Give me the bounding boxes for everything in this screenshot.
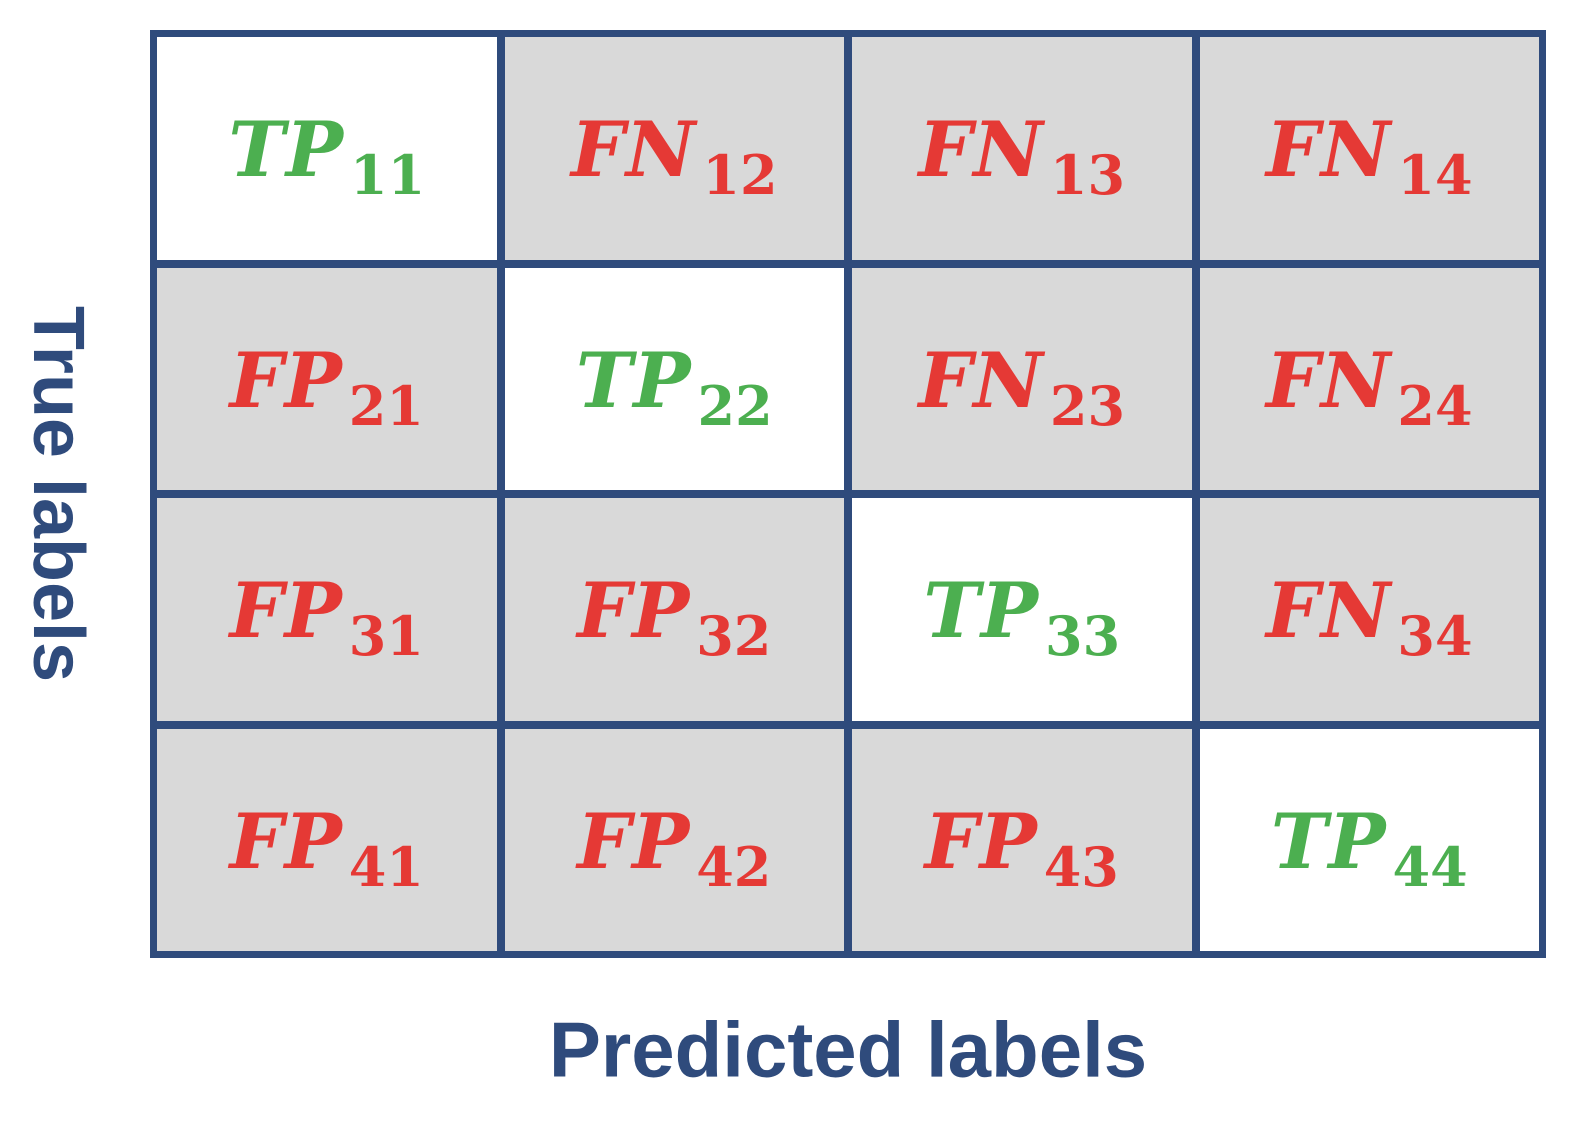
matrix-cell-3-1: FP 31 <box>157 498 497 721</box>
cell-term: FP <box>229 796 343 886</box>
matrix-cell-2-4: FN 24 <box>1199 267 1539 490</box>
cell-term: FN <box>918 335 1044 425</box>
cell-label: FP 31 <box>230 573 424 664</box>
matrix-cell-4-4: TP 44 <box>1199 728 1539 951</box>
cell-label: TP 33 <box>923 573 1120 664</box>
cell-label: TP 44 <box>1271 803 1468 894</box>
cell-term: FP <box>229 566 343 656</box>
cell-subscript: 33 <box>1045 604 1121 669</box>
cell-subscript: 41 <box>348 834 424 899</box>
cell-term: TP <box>228 105 345 195</box>
confusion-matrix: TP 11 FN 12 FN 13 FN 14 FP 21 TP 22 FN 23 FN 24 … <box>150 30 1546 958</box>
matrix-cell-4-2: FP 42 <box>504 728 844 951</box>
cell-label: FP 32 <box>577 573 771 664</box>
cell-label: FN 14 <box>1266 112 1473 203</box>
cell-term: TP <box>923 566 1040 656</box>
matrix-cell-1-1: TP 11 <box>157 37 497 260</box>
cell-subscript: 12 <box>702 143 778 208</box>
cell-term: FP <box>577 796 691 886</box>
cell-term: FP <box>229 335 343 425</box>
cell-term: FP <box>924 796 1038 886</box>
cell-label: FN 23 <box>918 342 1125 433</box>
matrix-cell-1-3: FN 13 <box>852 37 1192 260</box>
cell-label: FN 13 <box>918 112 1125 203</box>
x-axis-label: Predicted labels <box>548 1005 1148 1094</box>
cell-label: FP 42 <box>577 803 771 894</box>
matrix-cell-3-3: TP 33 <box>852 498 1192 721</box>
matrix-cell-1-4: FN 14 <box>1199 37 1539 260</box>
cell-label: FP 21 <box>230 342 424 433</box>
matrix-cell-1-2: FN 12 <box>504 37 844 260</box>
cell-term: TP <box>575 335 692 425</box>
cell-label: FN 34 <box>1266 573 1473 664</box>
cell-subscript: 22 <box>697 373 773 438</box>
cell-subscript: 44 <box>1392 834 1468 899</box>
cell-subscript: 31 <box>348 604 424 669</box>
cell-term: FN <box>1265 105 1392 195</box>
y-axis-label: True labels <box>18 305 98 683</box>
cell-label: FP 43 <box>925 803 1119 894</box>
cell-subscript: 23 <box>1049 373 1126 438</box>
cell-subscript: 43 <box>1043 834 1119 899</box>
cell-label: FP 41 <box>230 803 424 894</box>
cell-subscript: 34 <box>1397 604 1473 669</box>
cell-term: FN <box>1265 566 1392 656</box>
cell-subscript: 24 <box>1397 373 1473 438</box>
cell-term: FN <box>918 105 1044 195</box>
matrix-cell-2-3: FN 23 <box>852 267 1192 490</box>
matrix-cell-4-1: FP 41 <box>157 728 497 951</box>
cell-subscript: 11 <box>350 143 426 208</box>
cell-term: FN <box>1265 335 1392 425</box>
matrix-cell-4-3: FP 43 <box>852 728 1192 951</box>
matrix-cell-2-2: TP 22 <box>504 267 844 490</box>
matrix-cell-3-2: FP 32 <box>504 498 844 721</box>
cell-subscript: 42 <box>696 834 772 899</box>
cell-label: FN 12 <box>571 112 778 203</box>
cell-label: FN 24 <box>1266 342 1473 433</box>
cell-term: FP <box>577 566 691 656</box>
cell-subscript: 21 <box>348 373 424 438</box>
cell-subscript: 32 <box>696 604 772 669</box>
cell-subscript: 14 <box>1397 143 1473 208</box>
cell-subscript: 13 <box>1049 143 1126 208</box>
cell-label: TP 11 <box>228 112 425 203</box>
cell-term: FN <box>570 105 697 195</box>
cell-term: TP <box>1270 796 1387 886</box>
matrix-cell-2-1: FP 21 <box>157 267 497 490</box>
matrix-cell-3-4: FN 34 <box>1199 498 1539 721</box>
cell-label: TP 22 <box>576 342 773 433</box>
